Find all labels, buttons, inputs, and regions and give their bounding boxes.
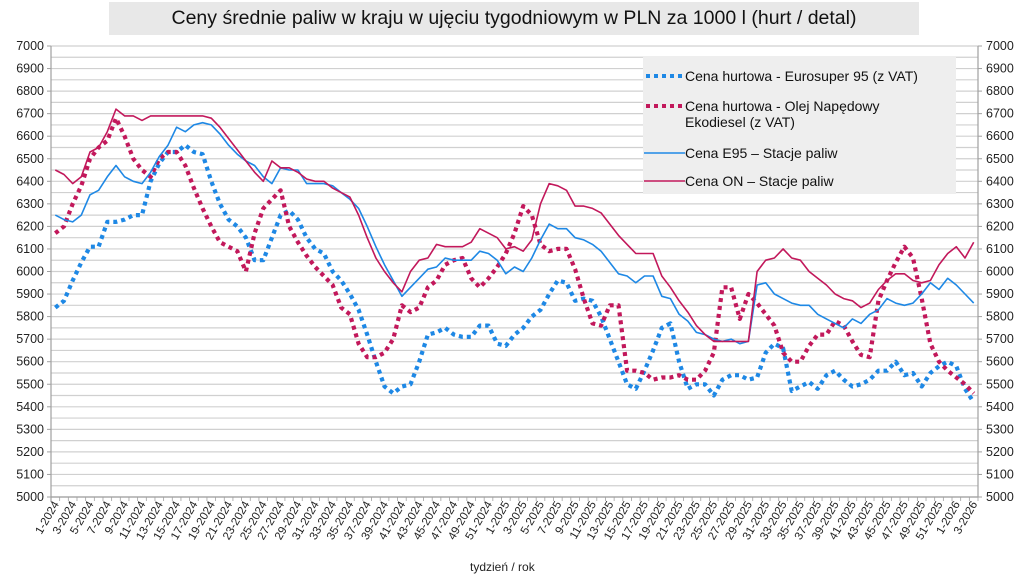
y-tick-label-left: 6600 [16, 129, 44, 143]
solid-magenta-line-icon [643, 173, 685, 189]
dotted-blue-line-icon [643, 68, 685, 84]
legend-label: Cena hurtowa - Olej Napędowy Ekodiesel (… [685, 98, 880, 130]
y-tick-label-right: 6200 [986, 219, 1014, 233]
legend-label: Cena ON – Stacje paliw [685, 173, 834, 189]
y-tick-label-right: 6900 [986, 62, 1014, 76]
y-tick-label-left: 7000 [16, 39, 44, 53]
y-tick-label-right: 6600 [986, 129, 1014, 143]
legend-item-wholesale-on: Cena hurtowa - Olej Napędowy Ekodiesel (… [643, 98, 880, 130]
legend-label: Cena E95 – Stacje paliw [685, 145, 838, 161]
y-tick-label-left: 6300 [16, 197, 44, 211]
series-line-1 [54, 116, 976, 395]
chart-title-box: Ceny średnie paliw w kraju w ujęciu tygo… [109, 2, 919, 35]
y-tick-label-left: 5400 [16, 400, 44, 414]
y-tick-label-left: 5600 [16, 355, 44, 369]
y-tick-label-left: 5900 [16, 287, 44, 301]
y-tick-label-left: 6200 [16, 219, 44, 233]
y-tick-label-left: 6000 [16, 265, 44, 279]
dotted-magenta-line-icon [643, 98, 685, 114]
legend: Cena hurtowa - Eurosuper 95 (z VAT) Cena… [643, 57, 956, 194]
y-tick-label-right: 5600 [986, 355, 1014, 369]
y-tick-label-right: 5200 [986, 445, 1014, 459]
y-tick-label-right: 6300 [986, 197, 1014, 211]
solid-blue-line-icon [643, 145, 685, 161]
y-tick-label-left: 6100 [16, 242, 44, 256]
x-axis-label: tydzień / rok [470, 560, 535, 574]
y-tick-label-left: 6900 [16, 62, 44, 76]
y-tick-label-right: 5100 [986, 467, 1014, 481]
y-tick-label-right: 6000 [986, 265, 1014, 279]
y-tick-label-left: 5200 [16, 445, 44, 459]
y-tick-label-right: 6800 [986, 84, 1014, 98]
y-tick-label-left: 5500 [16, 377, 44, 391]
y-tick-label-left: 6500 [16, 152, 44, 166]
y-tick-label-left: 5300 [16, 422, 44, 436]
y-tick-label-right: 5000 [986, 490, 1014, 504]
y-tick-label-right: 7000 [986, 39, 1014, 53]
series-line-2 [54, 121, 975, 345]
y-tick-label-left: 6700 [16, 107, 44, 121]
y-tick-label-right: 5400 [986, 400, 1014, 414]
y-tick-label-right: 5900 [986, 287, 1014, 301]
y-tick-label-left: 6400 [16, 174, 44, 188]
y-tick-label-right: 5300 [986, 422, 1014, 436]
legend-label: Cena hurtowa - Eurosuper 95 (z VAT) [685, 68, 918, 84]
y-tick-label-left: 5700 [16, 332, 44, 346]
y-tick-label-right: 6100 [986, 242, 1014, 256]
y-tick-label-right: 5700 [986, 332, 1014, 346]
y-tick-label-left: 6800 [16, 84, 44, 98]
y-tick-label-left: 5100 [16, 467, 44, 481]
y-tick-label-left: 5000 [16, 490, 44, 504]
legend-item-retail-on: Cena ON – Stacje paliw [643, 173, 834, 189]
legend-item-wholesale-e95: Cena hurtowa - Eurosuper 95 (z VAT) [643, 68, 918, 84]
chart-title: Ceny średnie paliw w kraju w ujęciu tygo… [171, 7, 857, 29]
y-tick-label-right: 6400 [986, 174, 1014, 188]
y-tick-label-right: 5800 [986, 310, 1014, 324]
y-tick-label-right: 6700 [986, 107, 1014, 121]
legend-item-retail-e95: Cena E95 – Stacje paliw [643, 145, 838, 161]
series-line-3 [54, 108, 975, 343]
y-tick-label-right: 5500 [986, 377, 1014, 391]
y-tick-label-right: 6500 [986, 152, 1014, 166]
y-tick-label-left: 5800 [16, 310, 44, 324]
